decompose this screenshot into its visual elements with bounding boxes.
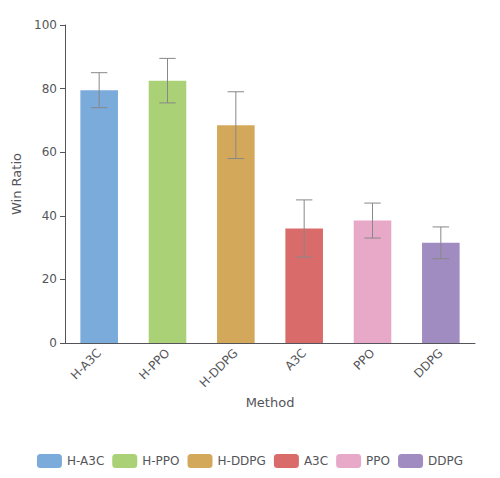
- svg-text:40: 40: [42, 209, 57, 223]
- svg-text:20: 20: [42, 272, 57, 286]
- svg-text:0: 0: [49, 336, 57, 350]
- svg-text:DDPG: DDPG: [428, 454, 463, 468]
- svg-text:80: 80: [42, 82, 57, 96]
- svg-text:Method: Method: [246, 395, 295, 410]
- svg-text:60: 60: [42, 145, 57, 159]
- svg-text:H-PPO: H-PPO: [142, 454, 179, 468]
- svg-text:PPO: PPO: [351, 346, 378, 373]
- svg-text:H-DDPG: H-DDPG: [218, 454, 266, 468]
- svg-text:H-PPO: H-PPO: [136, 346, 172, 382]
- svg-text:100: 100: [34, 18, 57, 32]
- svg-text:DDPG: DDPG: [411, 346, 446, 381]
- svg-text:PPO: PPO: [366, 454, 390, 468]
- svg-text:A3C: A3C: [304, 454, 328, 468]
- svg-text:H-DDPG: H-DDPG: [197, 346, 241, 390]
- svg-text:Win Ratio: Win Ratio: [9, 153, 24, 215]
- svg-text:H-A3C: H-A3C: [67, 454, 104, 468]
- svg-text:H-A3C: H-A3C: [68, 346, 104, 382]
- svg-text:A3C: A3C: [282, 346, 309, 373]
